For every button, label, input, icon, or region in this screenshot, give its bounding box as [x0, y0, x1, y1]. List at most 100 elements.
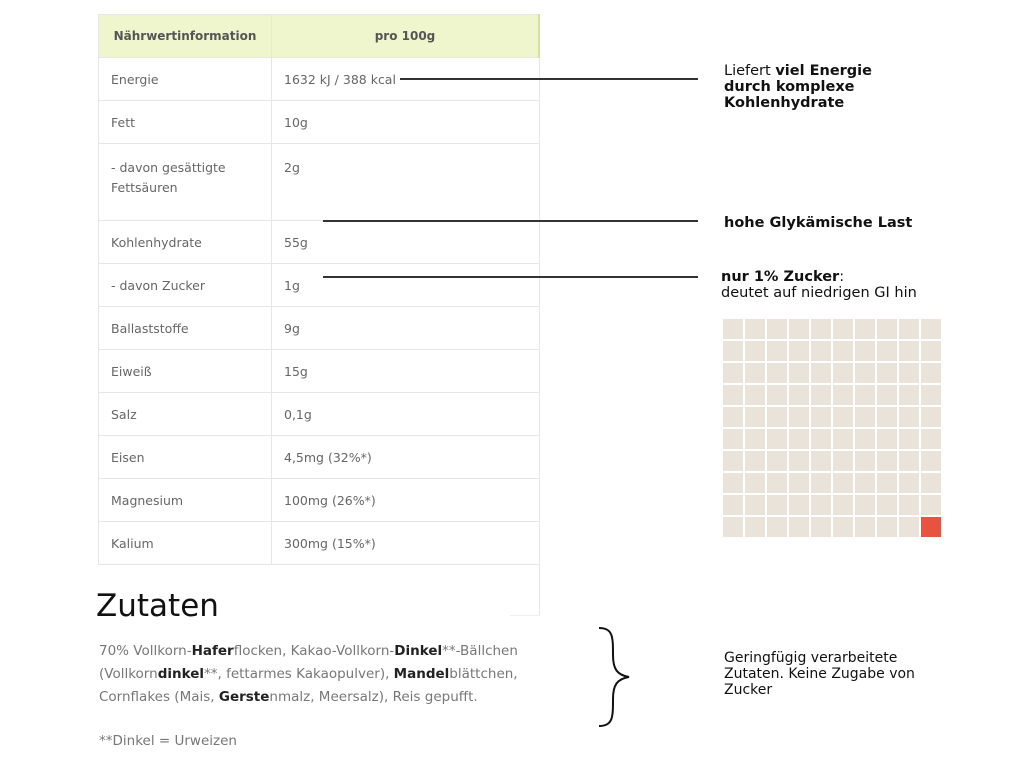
waffle-cell — [767, 473, 787, 493]
waffle-cell — [921, 319, 941, 339]
waffle-cell — [811, 319, 831, 339]
waffle-cell — [723, 451, 743, 471]
waffle-cell — [899, 385, 919, 405]
waffle-cell — [811, 517, 831, 537]
nutrient-value: 9g — [271, 306, 540, 350]
nutrient-name: Magnesium — [98, 478, 272, 522]
waffle-cell — [723, 517, 743, 537]
waffle-cell — [855, 495, 875, 515]
waffle-cell — [921, 451, 941, 471]
waffle-cell — [877, 407, 897, 427]
nutrient-name: Kalium — [98, 521, 272, 565]
table-row: Magnesium 100mg (26%*) — [98, 478, 540, 522]
waffle-cell — [921, 473, 941, 493]
nutrient-value: 15g — [271, 349, 540, 393]
waffle-cell — [811, 495, 831, 515]
waffle-cell — [767, 363, 787, 383]
note-carbs: hohe Glykämische Last — [724, 215, 913, 231]
waffle-cell — [789, 495, 809, 515]
nutrient-value: 4,5mg (32%*) — [271, 435, 540, 479]
waffle-cell — [811, 385, 831, 405]
waffle-cell — [877, 341, 897, 361]
table-row: Ballaststoffe 9g — [98, 306, 540, 350]
curly-brace-icon — [598, 627, 630, 727]
waffle-cell — [899, 407, 919, 427]
waffle-cell — [833, 473, 853, 493]
waffle-cell — [767, 407, 787, 427]
header-per-100g: pro 100g — [271, 14, 540, 58]
waffle-cell — [723, 429, 743, 449]
nutrient-value: 10g — [271, 100, 540, 144]
waffle-cell — [745, 473, 765, 493]
waffle-cell — [767, 517, 787, 537]
waffle-cell — [855, 429, 875, 449]
ingredient-segment: blättchen, Cornflakes (Mais, — [99, 666, 518, 705]
waffle-cell — [789, 319, 809, 339]
waffle-cell — [789, 385, 809, 405]
ingredients-title: Zutaten — [96, 588, 219, 624]
waffle-cell — [745, 451, 765, 471]
waffle-cell — [767, 495, 787, 515]
nutrient-name: - davon Zucker — [98, 263, 272, 307]
waffle-cell — [723, 473, 743, 493]
nutrient-value: 2g — [271, 143, 540, 221]
nutrient-name: Eisen — [98, 435, 272, 479]
waffle-cell — [789, 363, 809, 383]
waffle-cell — [767, 451, 787, 471]
waffle-cell — [833, 429, 853, 449]
waffle-cell — [921, 429, 941, 449]
table-row: Eiweiß 15g — [98, 349, 540, 393]
waffle-cell — [745, 407, 765, 427]
waffle-cell — [855, 385, 875, 405]
waffle-cell — [789, 451, 809, 471]
nutrition-table: Nährwertinformation pro 100g Energie 1632… — [98, 14, 540, 565]
waffle-cell — [877, 319, 897, 339]
waffle-cell — [833, 341, 853, 361]
waffle-cell — [855, 407, 875, 427]
waffle-cell — [877, 363, 897, 383]
table-row: - davon Zucker 1g — [98, 263, 540, 307]
waffle-cell — [921, 407, 941, 427]
waffle-cell — [899, 341, 919, 361]
waffle-cell — [833, 363, 853, 383]
waffle-cell — [723, 407, 743, 427]
waffle-cell — [899, 429, 919, 449]
waffle-cell — [877, 473, 897, 493]
waffle-cell — [767, 341, 787, 361]
header-nutrient: Nährwertinformation — [98, 14, 272, 58]
annotation-line-carbs — [323, 220, 698, 222]
ingredient-segment: nmalz, Meersalz), Reis gepufft. — [269, 689, 478, 705]
waffle-cell — [833, 451, 853, 471]
waffle-cell — [811, 451, 831, 471]
waffle-cell — [811, 363, 831, 383]
waffle-cell — [833, 517, 853, 537]
waffle-cell — [811, 407, 831, 427]
nutrient-value: 55g — [271, 220, 540, 264]
nutrient-value: 100mg (26%*) — [271, 478, 540, 522]
ingredients-footnote: **Dinkel = Urweizen — [99, 733, 237, 749]
waffle-cell — [855, 517, 875, 537]
waffle-cell — [745, 341, 765, 361]
ingredients-text: 70% Vollkorn-Haferflocken, Kakao-Vollkor… — [99, 640, 519, 709]
waffle-cell — [855, 473, 875, 493]
waffle-cell — [767, 319, 787, 339]
ingredient-segment: dinkel — [157, 666, 204, 682]
waffle-chart-sugar — [723, 319, 941, 537]
waffle-cell — [921, 495, 941, 515]
waffle-cell — [877, 385, 897, 405]
waffle-cell — [811, 341, 831, 361]
ingredient-segment: 70% Vollkorn- — [99, 643, 192, 659]
waffle-cell — [723, 363, 743, 383]
nutrient-name: Eiweiß — [98, 349, 272, 393]
waffle-cell — [789, 341, 809, 361]
annotation-line-sugar — [323, 276, 698, 278]
waffle-cell — [789, 407, 809, 427]
waffle-cell — [745, 517, 765, 537]
ingredient-segment: **, fettarmes Kakaopulver), — [204, 666, 394, 682]
waffle-cell — [833, 495, 853, 515]
note-ingredients: Geringfügig verarbeitete Zutaten. Keine … — [724, 650, 915, 698]
waffle-cell — [745, 385, 765, 405]
waffle-cell — [723, 341, 743, 361]
nutrient-name: Fett — [98, 100, 272, 144]
ingredient-segment: Hafer — [191, 643, 234, 659]
